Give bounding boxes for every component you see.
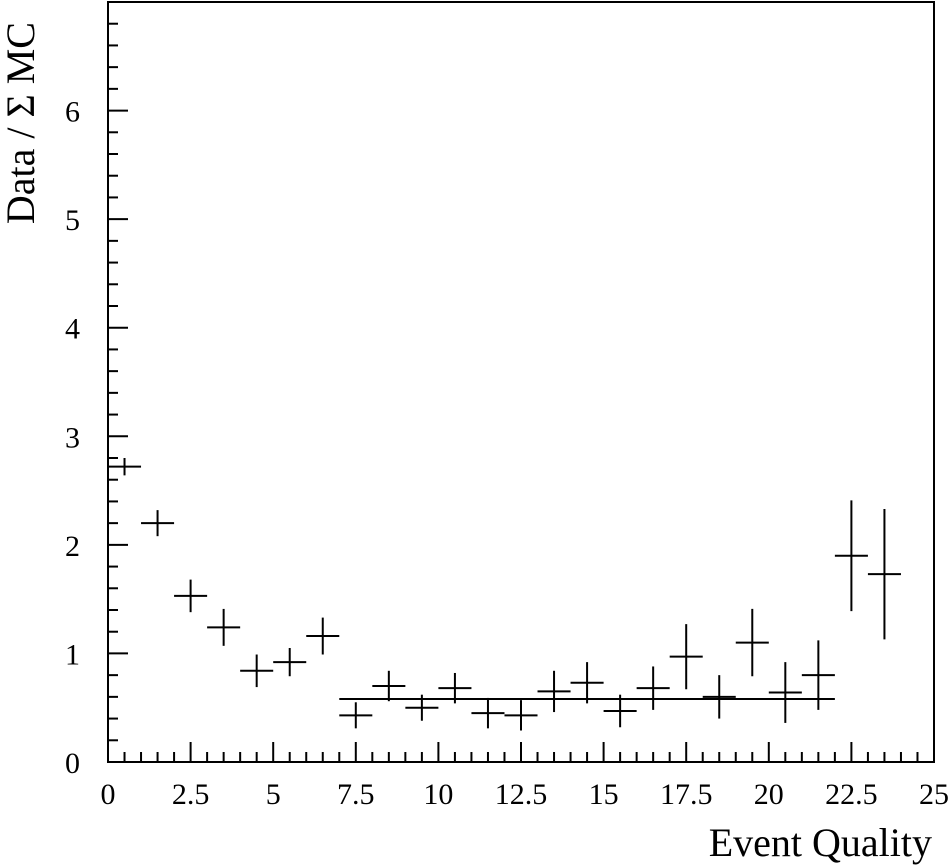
data-point <box>240 654 274 688</box>
x-axis-title: Event Quality <box>709 820 932 865</box>
x-tick-label: 15 <box>589 778 619 811</box>
data-point <box>735 608 769 677</box>
x-tick-label: 5 <box>266 778 281 811</box>
y-axis-title: Data / Σ MC <box>0 22 43 224</box>
y-tick-label: 1 <box>65 638 80 671</box>
y-tick-labels: 0 1 2 3 4 5 6 <box>65 96 80 780</box>
data-point <box>504 700 538 731</box>
data-point <box>669 624 703 690</box>
x-tick-label: 12.5 <box>495 778 548 811</box>
x-tick-label: 25 <box>919 778 949 811</box>
x-tick-label: 20 <box>754 778 784 811</box>
y-tick-label: 0 <box>65 747 80 780</box>
data-point <box>636 666 670 710</box>
data-point <box>834 500 868 612</box>
plot-frame <box>107 1 935 763</box>
y-tick-label: 5 <box>65 204 80 237</box>
data-point <box>372 670 406 702</box>
data-point <box>801 640 835 710</box>
x-tick-label: 10 <box>423 778 453 811</box>
data-point <box>570 662 604 704</box>
data-point <box>405 694 439 721</box>
data-point <box>867 509 901 640</box>
data-point <box>438 672 472 704</box>
y-tick-label: 3 <box>65 421 80 454</box>
data-point <box>339 702 373 729</box>
data-points <box>108 458 901 731</box>
data-point <box>702 675 736 719</box>
x-tick-label: 2.5 <box>172 778 210 811</box>
data-point <box>768 662 802 723</box>
data-point <box>537 670 571 713</box>
x-tick-label: 0 <box>101 778 116 811</box>
y-tick-label: 6 <box>65 96 80 129</box>
x-tick-labels: 0 2.5 5 7.5 10 12.5 15 17.5 20 22.5 25 <box>101 778 950 811</box>
data-point <box>174 579 208 613</box>
data-point <box>306 617 340 655</box>
axis-ticks <box>107 1 935 763</box>
data-point <box>273 648 307 677</box>
data-point <box>141 510 175 537</box>
y-tick-label: 2 <box>65 530 80 563</box>
data-point <box>108 458 142 476</box>
data-point <box>207 608 241 646</box>
x-tick-label: 22.5 <box>825 778 878 811</box>
x-tick-label: 7.5 <box>337 778 375 811</box>
data-point <box>471 697 505 729</box>
data-point <box>603 694 637 728</box>
x-tick-label: 17.5 <box>660 778 713 811</box>
y-tick-label: 4 <box>65 313 80 346</box>
